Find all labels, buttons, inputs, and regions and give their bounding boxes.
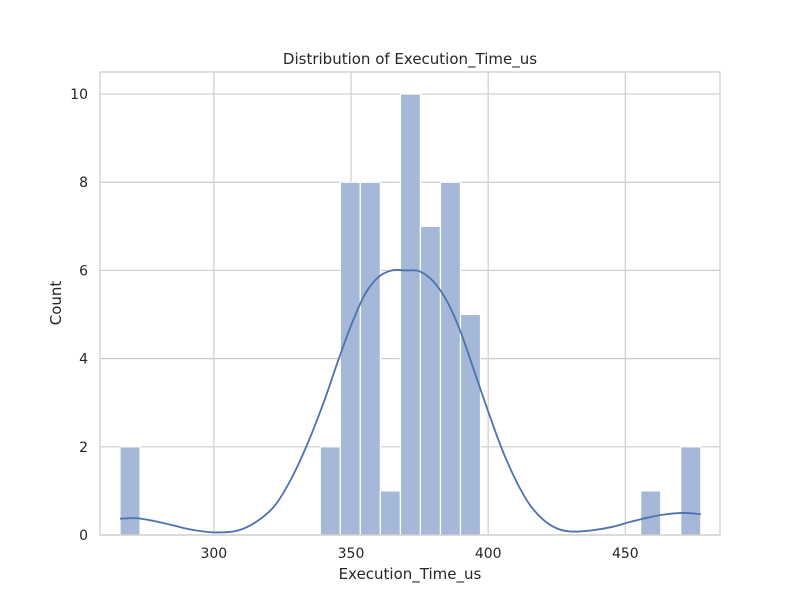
x-tick-label: 400: [475, 546, 502, 562]
kde-curve: [119, 269, 701, 534]
y-tick-label: 6: [79, 263, 88, 279]
histogram-bar: [399, 93, 422, 536]
histogram-bar: [459, 313, 482, 536]
histogram-bar: [359, 181, 381, 536]
chart-title: Distribution of Execution_Time_us: [283, 50, 537, 69]
y-tick-label: 4: [79, 352, 88, 368]
histogram-bar: [439, 181, 462, 536]
x-tick-label: 450: [612, 546, 639, 562]
histogram-bar: [319, 446, 341, 536]
histogram-bar: [379, 490, 401, 536]
y-axis-ticks: 0 2 4 6 8 10: [70, 87, 88, 544]
x-tick-label: 350: [338, 546, 365, 562]
histogram-bar: [640, 490, 662, 536]
x-axis-title: Execution_Time_us: [339, 565, 482, 584]
y-tick-label: 10: [70, 87, 88, 103]
y-tick-label: 8: [79, 175, 88, 191]
y-tick-label: 0: [79, 528, 88, 544]
histogram-bar: [119, 446, 141, 536]
y-axis-title: Count: [47, 281, 65, 326]
x-axis-ticks: 300 350 400 450: [200, 546, 638, 562]
histogram-bar: [339, 181, 361, 536]
histogram-bar: [680, 446, 702, 536]
plot-frame: [99, 71, 721, 536]
x-tick-label: 300: [200, 546, 227, 562]
histogram-bars: [119, 93, 702, 536]
y-tick-label: 2: [79, 440, 88, 456]
